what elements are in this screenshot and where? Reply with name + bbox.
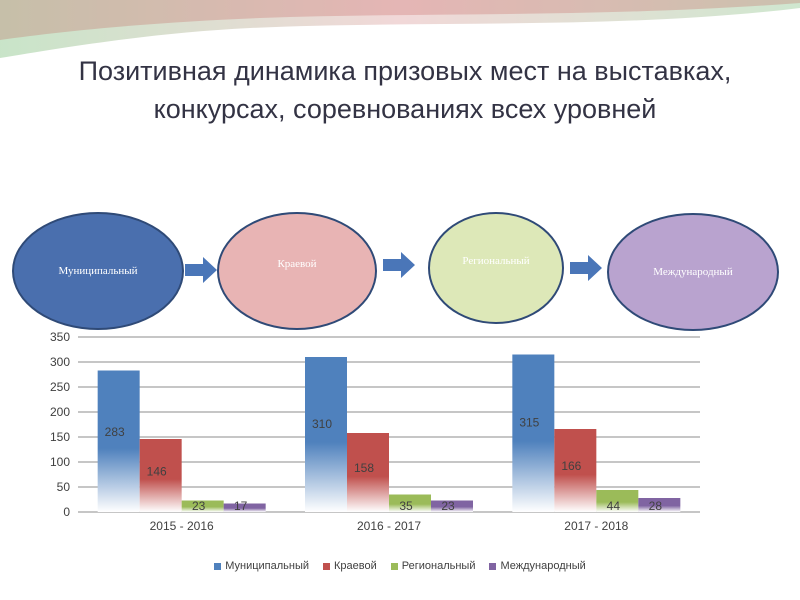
data-label: 17: [234, 499, 248, 513]
data-label: 283: [105, 425, 125, 439]
y-tick-label: 0: [63, 505, 70, 519]
bar: [389, 494, 431, 512]
legend-swatch: [214, 562, 222, 570]
x-tick-label: 2015 - 2016: [150, 519, 214, 533]
legend-label: Международный: [500, 560, 586, 572]
stage-international: Международный: [607, 213, 779, 331]
legend-label: Краевой: [334, 560, 377, 572]
chart-legend: Муниципальный Краевой Региональный Между…: [0, 560, 800, 572]
data-label: 315: [519, 416, 539, 430]
y-tick-label: 200: [50, 405, 70, 419]
prize-bar-chart: 0 50 100 150 200 250 300 350 283 146 23 17 2015 - 20…: [50, 330, 700, 533]
legend-swatch: [390, 562, 398, 570]
bar: [596, 490, 639, 512]
bar: [638, 498, 681, 512]
level-flow: Муниципальный Краевой Региональный Между…: [0, 205, 800, 331]
legend-label: Региональный: [401, 560, 476, 572]
legend-label: Муниципальный: [225, 560, 310, 572]
y-tick-label: 250: [50, 380, 70, 394]
legend-item: Муниципальный: [214, 560, 309, 572]
stage-label: Краевой: [277, 258, 317, 270]
bar: [512, 354, 555, 512]
x-tick-label: 2016 - 2017: [357, 519, 421, 533]
stage-label: Муниципальный: [58, 265, 138, 277]
stage-regional: Региональный: [428, 212, 564, 324]
page-title: Позитивная динамика призовых мест на выс…: [78, 56, 732, 124]
stage-label: Международный: [653, 266, 733, 278]
legend-item: Международный: [489, 560, 586, 572]
y-tick-label: 100: [50, 455, 70, 469]
data-label: 35: [399, 499, 413, 513]
bar: [305, 357, 347, 512]
data-label: 23: [192, 499, 206, 513]
data-label: 28: [649, 499, 663, 513]
stage-municipal: Муниципальный: [12, 212, 184, 330]
bar: [431, 500, 473, 512]
bar: [97, 370, 140, 512]
arrow-right-icon: [383, 252, 415, 278]
bar: [139, 439, 182, 512]
bar: [223, 503, 266, 512]
stage-regional-krai: Краевой: [217, 212, 377, 330]
legend-item: Краевой: [323, 560, 377, 572]
data-label: 146: [147, 465, 167, 479]
y-tick-label: 150: [50, 430, 70, 444]
y-tick-label: 300: [50, 355, 70, 369]
bar: [181, 500, 224, 512]
bar: [347, 433, 389, 512]
data-label: 166: [561, 459, 581, 473]
data-label: 158: [354, 461, 374, 475]
legend-swatch: [323, 562, 331, 570]
arrow-right-icon: [570, 255, 602, 281]
legend-swatch: [489, 562, 497, 570]
data-label: 23: [441, 499, 455, 513]
arrow-right-icon: [185, 257, 217, 283]
data-label: 310: [312, 417, 332, 431]
x-tick-label: 2017 - 2018: [564, 519, 628, 533]
bar: [554, 429, 597, 512]
legend-item: Региональный: [390, 560, 476, 572]
decorative-header-wave: [0, 0, 800, 58]
y-tick-label: 50: [57, 480, 71, 494]
y-tick-label: 350: [50, 330, 70, 344]
data-label: 44: [607, 499, 621, 513]
stage-label: Региональный: [462, 255, 530, 267]
